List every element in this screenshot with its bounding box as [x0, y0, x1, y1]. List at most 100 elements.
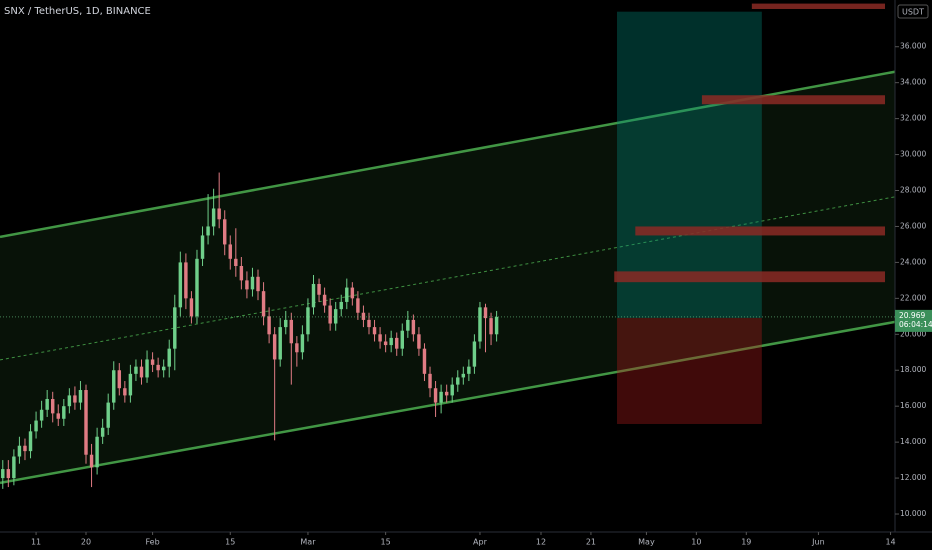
candle-body: [417, 334, 421, 349]
candle-body: [156, 364, 160, 371]
candle-body: [422, 348, 427, 374]
y-tick-label: 12.000: [900, 473, 926, 482]
currency-label: USDT: [902, 8, 924, 17]
candle-body: [239, 266, 244, 281]
resistance-zone: [635, 226, 886, 236]
y-tick-label: 14.000: [900, 437, 926, 446]
x-tick-label: 21: [586, 538, 596, 547]
last-price-label: 20.969: [899, 311, 925, 320]
channel-lower-line: [0, 320, 896, 485]
candle-body: [167, 348, 171, 367]
candle-body: [400, 330, 404, 349]
y-tick-label: 34.000: [900, 78, 926, 87]
x-tick-label: 20: [81, 538, 91, 547]
candle-body: [62, 406, 66, 419]
y-tick-label: 20.000: [900, 329, 926, 338]
candle-body: [483, 307, 488, 319]
x-tick-label: Apr: [473, 538, 488, 547]
candle-body: [134, 366, 138, 374]
candle-body: [12, 456, 16, 479]
candle-body: [295, 343, 299, 353]
y-tick-label: 36.000: [900, 42, 926, 51]
chart-title: SNX / TetherUS, 1D, BINANCE: [4, 6, 151, 17]
candle-body: [345, 287, 349, 302]
candle-body: [150, 359, 155, 365]
candle-body: [472, 341, 477, 367]
channel-mid-line: [0, 196, 896, 361]
candle-body: [139, 366, 144, 378]
candle-body: [433, 388, 438, 403]
candle-body: [395, 337, 399, 349]
candle-body: [278, 327, 282, 360]
candle-body: [50, 399, 55, 414]
candle-body: [95, 436, 99, 468]
candle-body: [100, 427, 105, 437]
candle-body: [112, 370, 116, 403]
candle-body: [228, 244, 232, 259]
candle-body: [67, 395, 72, 407]
candle-body: [289, 319, 294, 344]
candle-body: [195, 258, 199, 317]
x-tick-label: 14: [885, 538, 895, 547]
candle-body: [356, 298, 360, 313]
x-tick-label: Mar: [300, 538, 316, 547]
candle-body: [467, 366, 471, 374]
x-tick-label: Jun: [811, 538, 825, 547]
resistance-zone: [614, 271, 886, 283]
target-zone: [617, 11, 762, 318]
candle-body: [200, 235, 205, 259]
candle-body: [161, 366, 166, 371]
candle-body: [300, 334, 305, 353]
countdown-label: 06:04:14: [899, 320, 932, 329]
candle-body: [23, 445, 27, 452]
candle-body: [367, 319, 371, 328]
plot-area: [0, 3, 896, 489]
candle-body: [439, 391, 443, 403]
y-tick-label: 30.000: [900, 150, 926, 159]
candle-body: [223, 219, 227, 245]
candle-body: [28, 431, 33, 452]
candle-body: [261, 291, 266, 317]
candle-body: [1, 469, 5, 479]
candle-body: [333, 309, 338, 324]
candle-body: [383, 341, 388, 346]
candle-body: [39, 409, 44, 421]
candle-body: [123, 388, 127, 396]
x-tick-label: 10: [691, 538, 701, 547]
candle-body: [322, 294, 327, 306]
candle-body: [84, 390, 88, 455]
candle-body: [478, 307, 482, 342]
candle-body: [456, 377, 460, 385]
candle-body: [56, 413, 60, 419]
candle-body: [461, 373, 466, 378]
x-tick-label: 12: [536, 538, 546, 547]
x-tick-label: 15: [225, 538, 235, 547]
resistance-zone: [751, 3, 886, 9]
currency-box: [897, 4, 929, 19]
candle-body: [6, 469, 11, 479]
candle-body: [250, 276, 255, 290]
candle-body: [178, 262, 183, 308]
candle-body: [89, 454, 94, 468]
resistance-zone: [701, 95, 886, 105]
candle-body: [256, 276, 260, 292]
candle-body: [411, 319, 416, 335]
candle-body: [189, 298, 194, 317]
channel-fill: [0, 71, 895, 483]
candle-body: [106, 402, 110, 428]
y-tick-label: 28.000: [900, 186, 926, 195]
candle-body: [450, 384, 454, 396]
candle-body: [45, 399, 49, 410]
candle-body: [217, 208, 221, 220]
y-tick-label: 10.000: [900, 509, 926, 518]
candle-body: [78, 390, 83, 403]
x-tick-label: 19: [741, 538, 751, 547]
y-tick-label: 16.000: [900, 401, 926, 410]
candle-body: [317, 283, 321, 295]
candle-body: [284, 319, 288, 328]
candle-body: [267, 316, 271, 335]
stop-zone: [617, 317, 762, 424]
candle-body: [184, 262, 188, 299]
